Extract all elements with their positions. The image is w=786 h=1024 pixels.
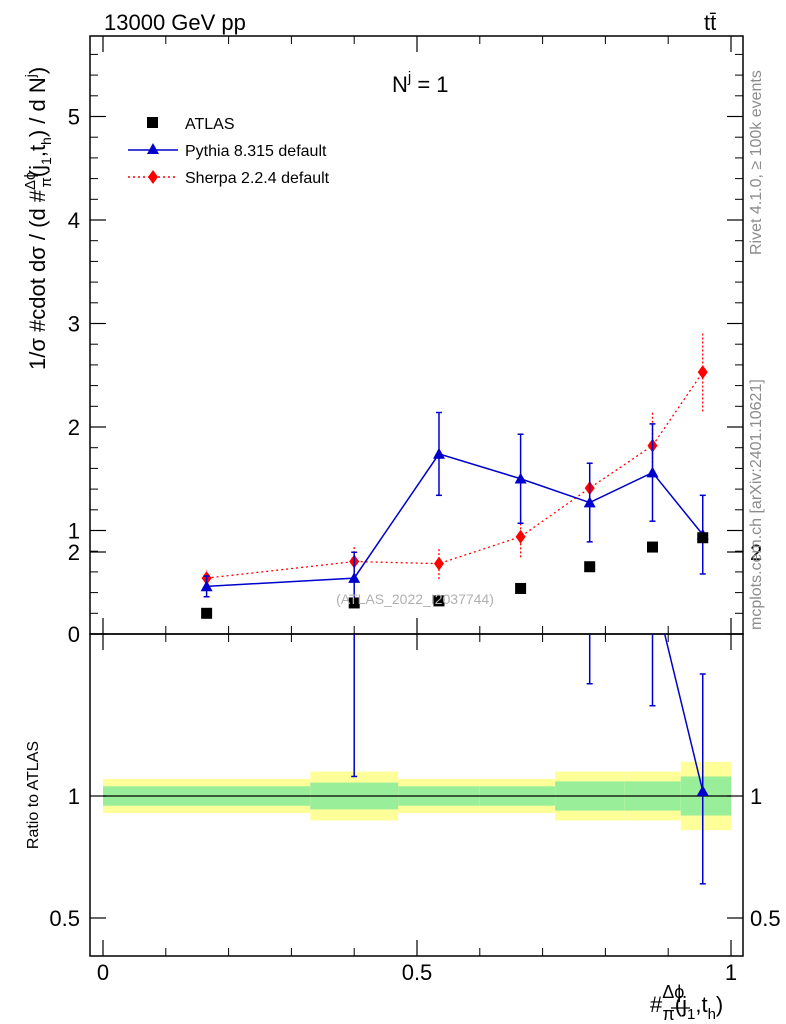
ratio-sherpa-point	[434, 513, 444, 527]
plot-title: Nj = 1	[392, 69, 449, 97]
legend-pythia-marker	[147, 143, 159, 154]
pythia-point	[432, 447, 445, 459]
x-axis-label: #Δϕ π(j1,th)	[650, 982, 723, 1024]
sherpa-point	[433, 556, 444, 571]
ratio-ytick-label-right: 0.5	[750, 906, 781, 931]
pythia-point	[348, 572, 361, 583]
process-label: tt̄	[704, 10, 716, 35]
atlas-point	[348, 597, 360, 609]
ratio-pythia-line	[663, 634, 704, 792]
pythia-line	[206, 453, 704, 588]
ratio-ytick-label: 0.5	[49, 906, 80, 931]
ratio-pythia-point	[647, 578, 659, 589]
legend-pythia-label: Pythia 8.315 default	[185, 143, 327, 160]
legend-atlas-marker	[147, 117, 158, 128]
main-ytick-label: 0	[68, 622, 80, 647]
xtick-label: 0	[97, 960, 109, 985]
main-ytick-label: 5	[68, 105, 80, 130]
pythia-point	[200, 580, 213, 592]
atlas-point	[433, 595, 445, 607]
xtick-label: 0.5	[402, 960, 433, 985]
sherpa-line	[206, 371, 704, 579]
atlas-point	[201, 607, 213, 619]
main-ytick-label: 2	[68, 415, 80, 440]
ratio-series	[201, 204, 709, 885]
pythia-point	[514, 472, 527, 484]
main-series	[200, 332, 709, 619]
atlas-point	[515, 582, 527, 594]
rivet-note: Rivet 4.1.0, ≥ 100k events	[748, 70, 765, 255]
ratio-ytick-label-right: 1	[750, 784, 762, 809]
ratio-sherpa-line	[207, 381, 703, 520]
main-y-label: 1/σ #cdot dσ / (d #Δϕπ(j1,th) / d Nj)	[22, 67, 55, 370]
ratio-ytick-label-right: 2	[750, 540, 762, 565]
legend-sherpa-label: Sherpa 2.2.4 default	[185, 170, 330, 187]
energy-label: 13000 GeV pp	[104, 10, 246, 35]
atlas-point	[584, 561, 596, 573]
sherpa-point	[697, 365, 708, 380]
legend: ATLAS Pythia 8.315 default Sherpa 2.2.4 …	[128, 116, 330, 187]
ratio-sherpa-point	[349, 472, 359, 486]
legend-sherpa-marker	[148, 170, 158, 184]
ratio-bands	[103, 761, 731, 831]
xtick-label: 1	[725, 960, 737, 985]
ratio-ytick-label: 2	[68, 540, 80, 565]
legend-atlas-label: ATLAS	[185, 116, 235, 133]
source-note: mcplots.cern.ch [arXiv:2401.10621]	[748, 379, 765, 630]
atlas-point	[697, 532, 709, 544]
main-ytick-label: 1	[68, 519, 80, 544]
ratio-pythia-point	[584, 551, 596, 562]
atlas-point	[647, 541, 658, 553]
main-ytick-label: 3	[68, 312, 80, 337]
pythia-point	[583, 496, 596, 508]
ratio-y-label: Ratio to ATLAS	[25, 741, 42, 849]
pythia-point	[646, 466, 659, 478]
ratio-pythia-point	[515, 204, 527, 215]
ratio-ytick-label: 1	[68, 784, 80, 809]
sherpa-point	[515, 529, 526, 544]
main-ytick-label: 4	[68, 208, 80, 233]
ratio-pythia-point	[696, 785, 709, 796]
ratio-pythia-point	[201, 497, 213, 508]
ratio-sherpa-point	[202, 374, 212, 388]
analysis-watermark: (ATLAS_2022_I2037744)	[336, 591, 494, 607]
